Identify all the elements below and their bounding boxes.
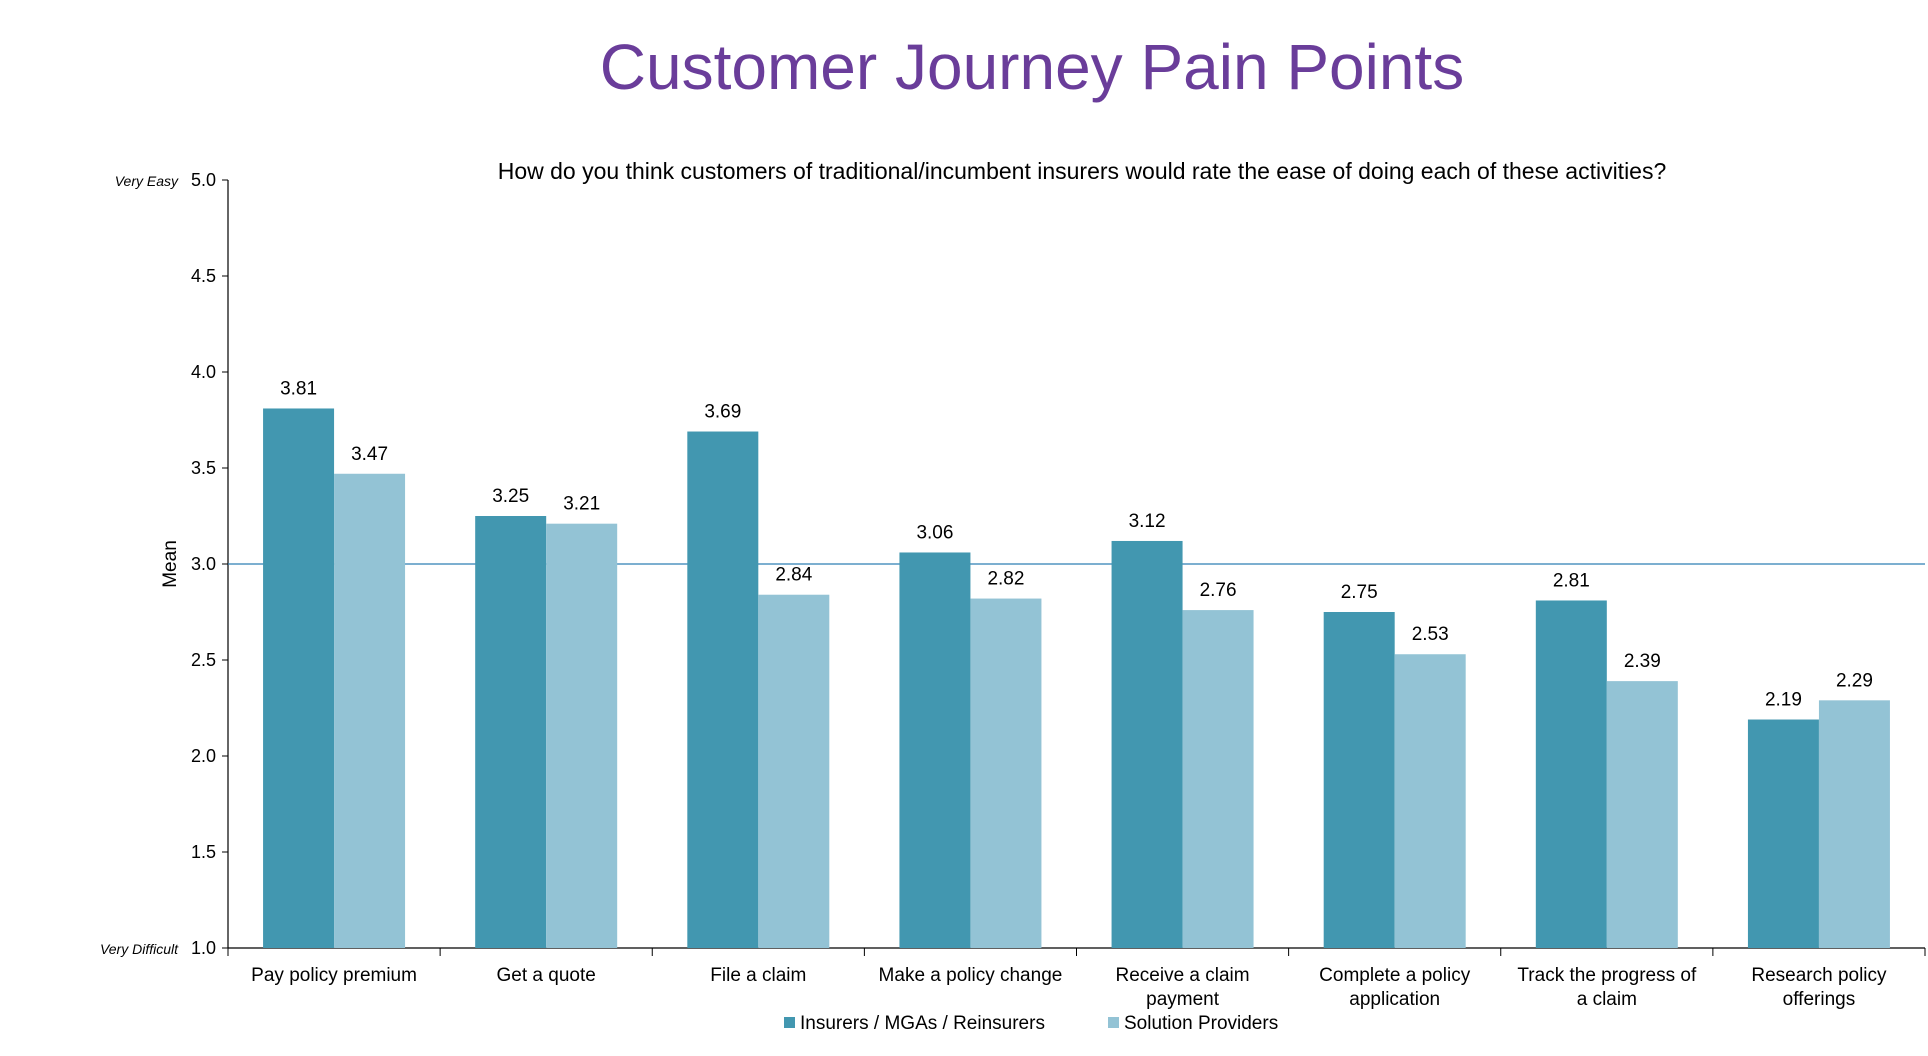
x-category-label: Pay policy premium — [251, 965, 417, 986]
bar-data-label: 2.19 — [1765, 690, 1802, 711]
bar-solution-providers — [1818, 700, 1890, 948]
bar-data-label: 3.12 — [1129, 511, 1166, 532]
bar-insurers — [687, 431, 759, 948]
bar-insurers — [263, 408, 335, 949]
bar-data-label: 3.81 — [280, 378, 317, 399]
bar-solution-providers — [1394, 654, 1466, 948]
bar-solution-providers — [758, 594, 830, 948]
chart-bars — [263, 408, 1890, 949]
bar-solution-providers — [1606, 681, 1678, 948]
x-category-label: File a claim — [710, 965, 806, 986]
bar-data-label: 3.47 — [351, 444, 388, 465]
bar-data-label: 2.84 — [775, 565, 812, 586]
bar-data-label: 2.82 — [987, 569, 1024, 590]
bar-insurers — [1323, 612, 1395, 948]
y-tick-label: 4.5 — [191, 266, 216, 286]
y-tick-label: 2.0 — [191, 746, 216, 766]
x-category-label: Research policy — [1751, 965, 1887, 986]
bar-data-label: 2.75 — [1341, 582, 1378, 603]
y-tick-label: 5.0 — [191, 170, 216, 190]
chart-axes: 1.0 1.5 2.0 2.5 3.0 3.5 4.0 4.5 5.0 Very Easy Very… — [100, 170, 1926, 1010]
x-category-label: offerings — [1783, 989, 1856, 1010]
bar-insurers — [475, 516, 547, 948]
y-tick-label: 1.5 — [191, 842, 216, 862]
bar-insurers — [899, 552, 971, 948]
bar-data-label: 3.25 — [492, 486, 529, 507]
y-tick-label: 3.0 — [191, 554, 216, 574]
bar-data-label: 3.69 — [704, 402, 741, 423]
y-tick-label: 3.5 — [191, 458, 216, 478]
bar-insurers — [1747, 719, 1819, 948]
bar-solution-providers — [970, 598, 1042, 948]
bar-data-label: 2.81 — [1553, 570, 1590, 591]
bar-insurers — [1535, 600, 1607, 948]
legend-swatch — [784, 1017, 795, 1028]
bar-data-label: 2.39 — [1624, 651, 1661, 672]
y-anchor-bottom-label: Very Difficult — [100, 941, 179, 957]
bar-data-label: 3.06 — [916, 522, 953, 543]
bar-solution-providers — [334, 473, 406, 948]
bar-solution-providers — [1182, 610, 1254, 948]
chart-title: How do you think customers of traditiona… — [497, 158, 1667, 184]
x-category-label: application — [1349, 989, 1440, 1010]
y-tick-label: 4.0 — [191, 362, 216, 382]
bar-data-label: 3.21 — [563, 494, 600, 515]
x-category-label: payment — [1146, 989, 1220, 1010]
x-category-label: Track the progress of — [1517, 965, 1697, 986]
y-tick-label: 2.5 — [191, 650, 216, 670]
chart-data-labels: 3.81 3.25 3.69 3.06 3.12 2.75 2.81 2.19 3.47 3.21… — [280, 378, 1873, 710]
x-category-label: a claim — [1577, 989, 1637, 1010]
bar-data-label: 2.29 — [1836, 670, 1873, 691]
bar-insurers — [1111, 540, 1183, 948]
y-tick-label: 1.0 — [191, 938, 216, 958]
page-title: Customer Journey Pain Points — [599, 31, 1465, 103]
x-category-label: Get a quote — [497, 965, 596, 986]
y-axis-title: Mean — [160, 540, 181, 588]
legend-swatch — [1108, 1017, 1119, 1028]
x-category-label: Receive a claim — [1116, 965, 1250, 986]
legend-label: Solution Providers — [1124, 1013, 1278, 1034]
chart-legend: Insurers / MGAs / Reinsurers Solution Pro… — [784, 1013, 1278, 1034]
bar-solution-providers — [546, 523, 618, 948]
legend-label: Insurers / MGAs / Reinsurers — [800, 1013, 1045, 1034]
x-category-label: Make a policy change — [879, 965, 1063, 986]
bar-data-label: 2.53 — [1412, 624, 1449, 645]
y-anchor-top-label: Very Easy — [115, 173, 179, 189]
x-category-label: Complete a policy — [1319, 965, 1471, 986]
bar-data-label: 2.76 — [1200, 580, 1237, 601]
